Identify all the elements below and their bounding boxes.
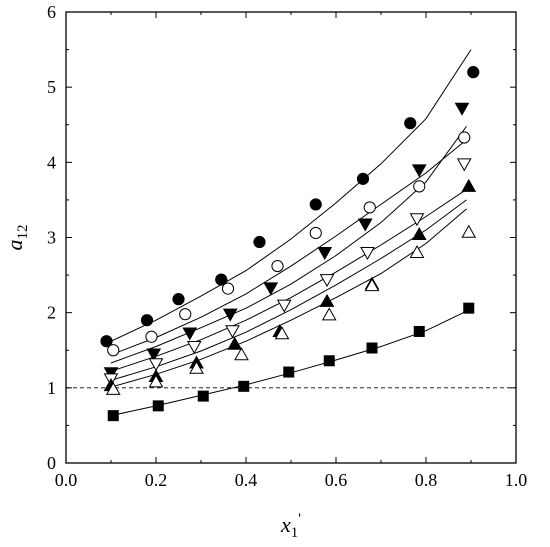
data-point-open-triangle-down	[360, 247, 375, 261]
data-point-filled-square	[107, 410, 119, 422]
data-point-filled-triangle-down	[411, 164, 427, 178]
data-point-open-circle	[179, 308, 192, 321]
data-point-filled-square	[197, 390, 209, 402]
data-point-filled-circle	[172, 293, 185, 306]
data-point-filled-triangle-down	[454, 102, 470, 116]
data-point-filled-square	[323, 355, 335, 367]
x-tick-label: 0.8	[415, 470, 438, 490]
data-point-open-circle	[271, 259, 284, 273]
data-point-filled-circle	[140, 314, 154, 327]
data-point-open-triangle-up	[148, 374, 164, 388]
data-point-open-triangle-down	[409, 213, 425, 227]
data-point-filled-circle	[467, 66, 480, 79]
data-point-open-triangle-down	[276, 299, 292, 313]
data-point-open-circle	[221, 282, 235, 295]
y-tick-label: 6	[47, 2, 56, 22]
data-point-open-triangle-up	[234, 347, 249, 361]
x-tick-label: 0.0	[55, 470, 78, 490]
data-point-filled-triangle-down	[357, 218, 373, 232]
x-tick-label: 1.0	[505, 470, 528, 490]
data-point-open-triangle-down	[225, 325, 240, 339]
data-point-open-circle	[458, 131, 471, 144]
data-point-open-triangle-up	[189, 360, 204, 374]
data-point-open-triangle-up	[461, 224, 477, 238]
y-axis-label-main: a	[2, 240, 27, 251]
data-point-filled-square	[238, 380, 250, 392]
data-point-filled-circle	[215, 273, 228, 286]
data-point-open-circle	[309, 226, 322, 240]
fit-line-4	[110, 188, 467, 372]
x-axis-label-sub: 1	[291, 525, 299, 541]
y-axis-label-sub: 12	[15, 225, 31, 240]
data-point-open-triangle-up	[321, 307, 337, 321]
data-point-filled-circle	[309, 198, 322, 211]
fit-line-2	[110, 126, 467, 364]
fit-line-6	[110, 208, 467, 388]
data-point-open-triangle-down	[319, 274, 335, 288]
y-tick-label: 2	[47, 303, 56, 323]
data-point-filled-triangle-up	[461, 178, 477, 192]
data-point-filled-circle	[404, 117, 417, 130]
markers-layer	[100, 66, 480, 422]
data-point-open-triangle-up	[105, 381, 121, 395]
data-point-filled-circle	[356, 172, 370, 185]
data-point-filled-triangle-down	[263, 282, 279, 296]
data-point-open-circle	[145, 330, 158, 343]
data-point-open-triangle-up	[364, 278, 380, 292]
x-axis-label-prime: '	[298, 511, 301, 527]
x-axis-label: x1'	[280, 511, 301, 541]
data-point-open-circle	[413, 180, 426, 193]
fit-lines-layer	[110, 49, 472, 417]
data-point-open-triangle-down	[186, 340, 202, 355]
y-tick-label: 5	[47, 77, 56, 97]
data-point-filled-triangle-down	[182, 327, 198, 341]
data-point-filled-square	[283, 366, 295, 378]
data-point-filled-circle	[100, 335, 113, 348]
data-point-filled-triangle-down	[317, 247, 333, 261]
data-point-open-triangle-up	[274, 326, 290, 340]
data-point-open-circle	[363, 201, 376, 214]
y-axis-label: a12	[2, 225, 31, 251]
data-point-open-triangle-down	[148, 358, 164, 372]
ticks-layer: 0.0 0.2 0.4 0.6 0.8 1.0 0 1 2 3 4 5 6	[47, 2, 527, 490]
y-tick-label: 4	[47, 152, 56, 172]
data-point-filled-triangle-up	[319, 293, 335, 307]
data-point-filled-triangle-down	[222, 308, 238, 322]
x-axis-label-main: x	[280, 512, 291, 537]
fit-line-5	[110, 199, 467, 381]
data-point-filled-square	[413, 325, 425, 337]
data-point-filled-triangle-up	[411, 226, 427, 240]
y-tick-label: 3	[47, 228, 56, 248]
data-point-filled-triangle-up	[227, 336, 243, 350]
fit-line-3	[110, 139, 467, 356]
x-tick-label: 0.6	[325, 470, 348, 490]
plot-frame	[65, 11, 517, 464]
y-tick-label: 1	[47, 378, 56, 398]
data-point-open-triangle-up	[409, 245, 425, 259]
data-point-filled-square	[152, 400, 164, 412]
data-point-filled-square	[463, 302, 475, 314]
data-point-filled-triangle-down	[146, 348, 162, 362]
x-tick-label: 0.2	[145, 470, 168, 490]
x-tick-label: 0.4	[235, 470, 258, 490]
y-tick-label: 0	[47, 453, 56, 473]
data-point-open-circle	[107, 344, 120, 357]
fit-line-1	[110, 49, 472, 342]
data-point-filled-square	[366, 342, 378, 354]
data-point-open-triangle-down	[456, 158, 472, 172]
data-point-filled-circle	[253, 235, 266, 249]
